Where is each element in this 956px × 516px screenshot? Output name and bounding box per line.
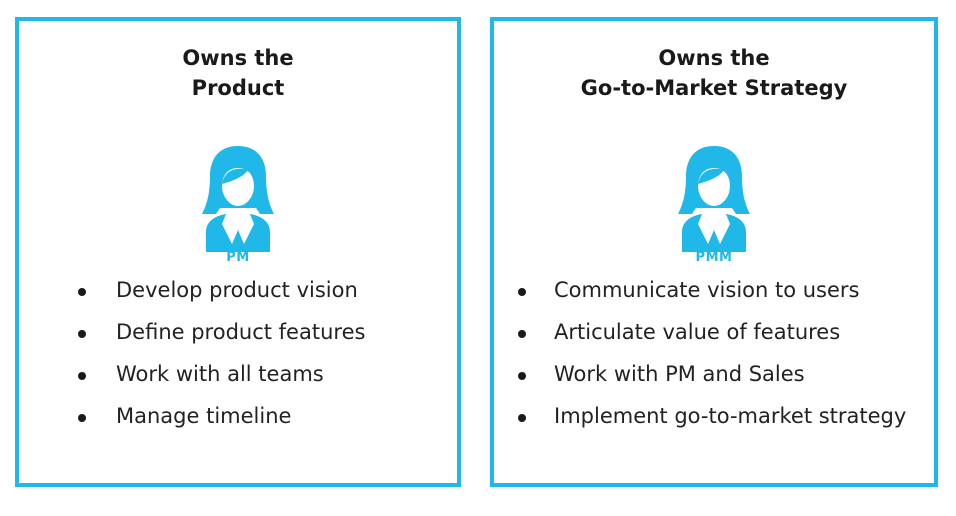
list-item: Implement go-to-market strategy (514, 402, 924, 430)
list-item: Communicate vision to users (514, 276, 924, 304)
list-item: Work with PM and Sales (514, 360, 924, 388)
bullet-dot (518, 414, 526, 422)
list-item: Articulate value of features (514, 318, 924, 346)
bullet-text: Articulate value of features (554, 320, 841, 344)
bullet-text: Work with all teams (116, 362, 324, 386)
bullet-text: Work with PM and Sales (554, 362, 805, 386)
bullet-dot (78, 330, 86, 338)
bullet-dot (518, 288, 526, 296)
pmm-card-title: Owns the Go-to-Market Strategy (494, 43, 934, 103)
bullet-dot (518, 330, 526, 338)
bullet-dot (518, 372, 526, 380)
pmm-bullet-list: Communicate vision to users Articulate v… (514, 276, 924, 444)
list-item: Manage timeline (74, 402, 447, 430)
pm-card-title: Owns the Product (19, 43, 457, 103)
pmm-card: Owns the Go-to-Market Strategy PMM Commu… (490, 17, 938, 487)
pmm-title-line-1: Owns the (658, 46, 770, 70)
bullet-text: Develop product vision (116, 278, 358, 302)
bullet-dot (78, 288, 86, 296)
pmm-title-line-2: Go-to-Market Strategy (580, 76, 848, 100)
list-item: Work with all teams (74, 360, 447, 388)
pmm-persona: PMM (666, 144, 762, 265)
bullet-dot (78, 372, 86, 380)
pm-title-line-2: Product (191, 76, 285, 100)
woman-avatar-icon (202, 146, 274, 252)
pmm-persona-label: PMM (695, 250, 733, 265)
bullet-text: Communicate vision to users (554, 278, 860, 302)
list-item: Develop product vision (74, 276, 447, 304)
pm-card: Owns the Product PM Develop product visi… (15, 17, 461, 487)
list-item: Define product features (74, 318, 447, 346)
woman-avatar-icon (678, 146, 750, 252)
bullet-text: Define product features (116, 320, 366, 344)
pm-persona: PM (190, 144, 286, 265)
pm-title-line-1: Owns the (182, 46, 294, 70)
bullet-text: Implement go-to-market strategy (554, 404, 907, 428)
pm-persona-label: PM (226, 250, 250, 265)
bullet-dot (78, 414, 86, 422)
bullet-text: Manage timeline (116, 404, 292, 428)
pm-bullet-list: Develop product vision Define product fe… (74, 276, 447, 444)
